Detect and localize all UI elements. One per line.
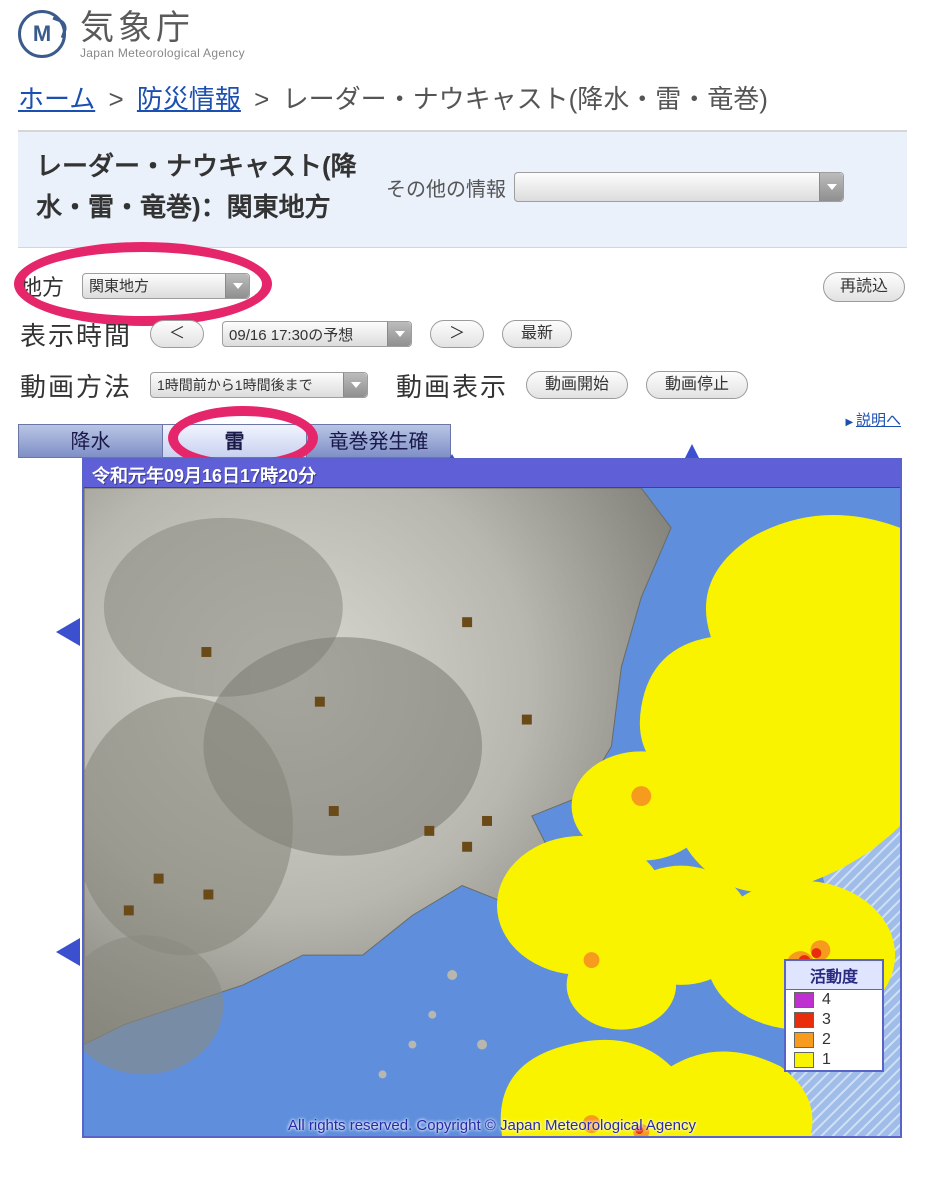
legend-title: 活動度	[786, 961, 882, 990]
chevron-down-icon	[819, 173, 843, 201]
logo-letter: M	[33, 21, 51, 47]
island	[447, 970, 457, 980]
page-title: レーダー・ナウキャスト(降水・雷・竜巻)：関東地方	[36, 146, 366, 229]
legend-row: 3	[786, 1010, 882, 1030]
map-timestamp: 令和元年09月16日17時20分	[84, 460, 900, 488]
map-frame: 令和元年09月16日17時20分	[82, 458, 902, 1138]
breadcrumb-home-link[interactable]: ホーム	[18, 84, 95, 114]
reload-button[interactable]: 再読込	[823, 272, 905, 302]
time-row: 表示時間 ＜ 09/16 17:30の予想 ＞ 最新	[20, 316, 905, 353]
map-pan-left-icon[interactable]	[56, 618, 80, 646]
legend-swatch-1	[794, 1052, 814, 1068]
region-value: 関東地方	[89, 275, 149, 296]
map-svg	[84, 488, 900, 1136]
legend-swatch-3	[794, 1012, 814, 1028]
site-title-block: 気象庁 Japan Meteorological Agency	[80, 10, 245, 61]
breadcrumb: ホーム > 防災情報 > レーダー・ナウキャスト(降水・雷・竜巻)	[18, 79, 907, 116]
jma-logo-icon: M	[18, 10, 66, 58]
legend-swatch-2	[794, 1032, 814, 1048]
map-copyright: All rights reserved. Copyright © Japan M…	[84, 1115, 900, 1136]
chevron-down-icon	[387, 322, 411, 346]
time-latest-button[interactable]: 最新	[502, 320, 572, 348]
legend-label: 2	[822, 1031, 831, 1049]
island	[408, 1040, 416, 1048]
map-outer: 度 令和元年09月16日17時20分	[18, 458, 907, 1158]
tabs: 降水 雷 竜巻発生確	[18, 424, 907, 458]
time-next-button[interactable]: ＞	[430, 320, 484, 348]
legend-row: 1	[786, 1050, 882, 1070]
chevron-down-icon	[343, 373, 367, 397]
legend-swatch-4	[794, 992, 814, 1008]
site-header: M 気象庁 Japan Meteorological Agency	[18, 10, 907, 61]
tab-precip[interactable]: 降水	[18, 424, 163, 458]
site-subtitle: Japan Meteorological Agency	[80, 47, 245, 60]
anim-method-label: 動画方法	[20, 367, 132, 404]
anim-display-label: 動画表示	[396, 367, 508, 404]
breadcrumb-bosai-link[interactable]: 防災情報	[137, 84, 241, 114]
time-value: 09/16 17:30の予想	[229, 324, 353, 345]
legend-row: 4	[786, 990, 882, 1010]
legend: 活動度 4 3 2 1	[784, 959, 884, 1072]
breadcrumb-sep: >	[108, 84, 123, 114]
anim-row: 動画方法 1時間前から1時間後まで 動画表示 動画開始 動画停止 説明へ	[20, 367, 905, 404]
tab-tornado[interactable]: 竜巻発生確	[306, 424, 451, 458]
other-info-select[interactable]	[514, 172, 844, 202]
chevron-down-icon	[225, 274, 249, 298]
time-select[interactable]: 09/16 17:30の予想	[222, 321, 412, 347]
region-select[interactable]: 関東地方	[82, 273, 250, 299]
terrain-shade	[84, 696, 293, 954]
map-canvas[interactable]	[84, 488, 900, 1136]
anim-stop-button[interactable]: 動画停止	[646, 371, 748, 399]
island	[428, 1011, 436, 1019]
time-label: 表示時間	[20, 316, 132, 353]
site-title: 気象庁	[80, 10, 245, 47]
map-pan-left-icon[interactable]	[56, 938, 80, 966]
anim-method-value: 1時間前から1時間後まで	[157, 375, 313, 395]
other-info-label: その他の情報	[386, 173, 506, 202]
anim-method-select[interactable]: 1時間前から1時間後まで	[150, 372, 368, 398]
island	[379, 1070, 387, 1078]
title-panel: レーダー・ナウキャスト(降水・雷・竜巻)：関東地方 その他の情報	[18, 131, 907, 248]
region-row: 地方 関東地方 再読込	[20, 270, 905, 302]
legend-label: 1	[822, 1051, 831, 1069]
breadcrumb-sep: >	[254, 84, 269, 114]
legend-label: 4	[822, 991, 831, 1009]
legend-label: 3	[822, 1011, 831, 1029]
legend-row: 2	[786, 1030, 882, 1050]
tab-thunder[interactable]: 雷	[162, 424, 307, 458]
anim-start-button[interactable]: 動画開始	[526, 371, 628, 399]
time-prev-button[interactable]: ＜	[150, 320, 204, 348]
island	[477, 1039, 487, 1049]
other-info-block: その他の情報	[386, 172, 844, 202]
region-label: 地方	[20, 270, 64, 302]
breadcrumb-current: レーダー・ナウキャスト(降水・雷・竜巻)	[283, 84, 768, 114]
